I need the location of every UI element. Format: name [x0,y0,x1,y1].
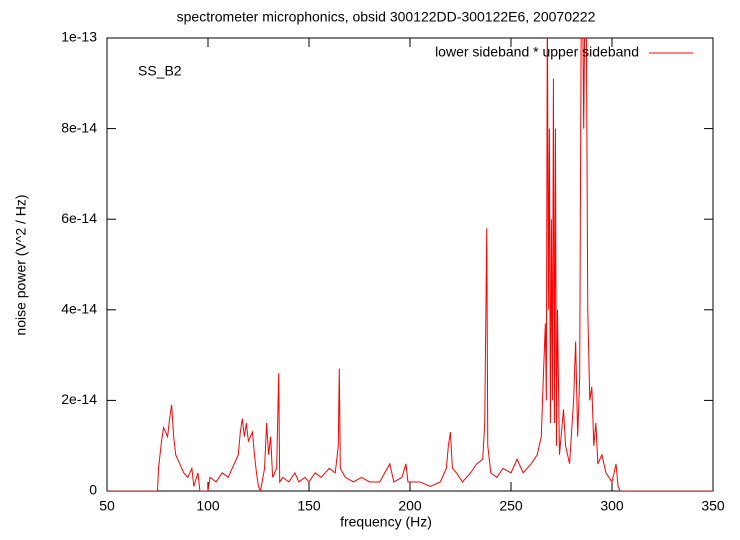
x-tick-label: 100 [196,498,220,514]
chart-title: spectrometer microphonics, obsid 300122D… [177,9,596,25]
x-tick-label: 50 [99,498,115,514]
y-tick-label: 1e-13 [61,29,97,45]
x-tick-label: 350 [701,498,725,514]
legend-label: lower sideband * upper sideband [435,44,639,60]
x-tick-label: 150 [297,498,321,514]
y-tick-label: 8e-14 [61,119,97,135]
x-tick-label: 300 [600,498,624,514]
x-tick-label: 200 [398,498,422,514]
plot-frame [106,37,714,492]
x-tick-label: 250 [499,498,523,514]
annotation: SS_B2 [138,63,182,79]
y-tick-label: 2e-14 [61,391,97,407]
y-axis-label: noise power (V^2 / Hz) [13,194,29,335]
y-tick-label: 4e-14 [61,301,97,317]
x-axis-label: frequency (Hz) [340,514,432,530]
series-line [107,38,713,491]
y-tick-label: 0 [89,482,97,498]
y-tick-label: 6e-14 [61,210,97,226]
